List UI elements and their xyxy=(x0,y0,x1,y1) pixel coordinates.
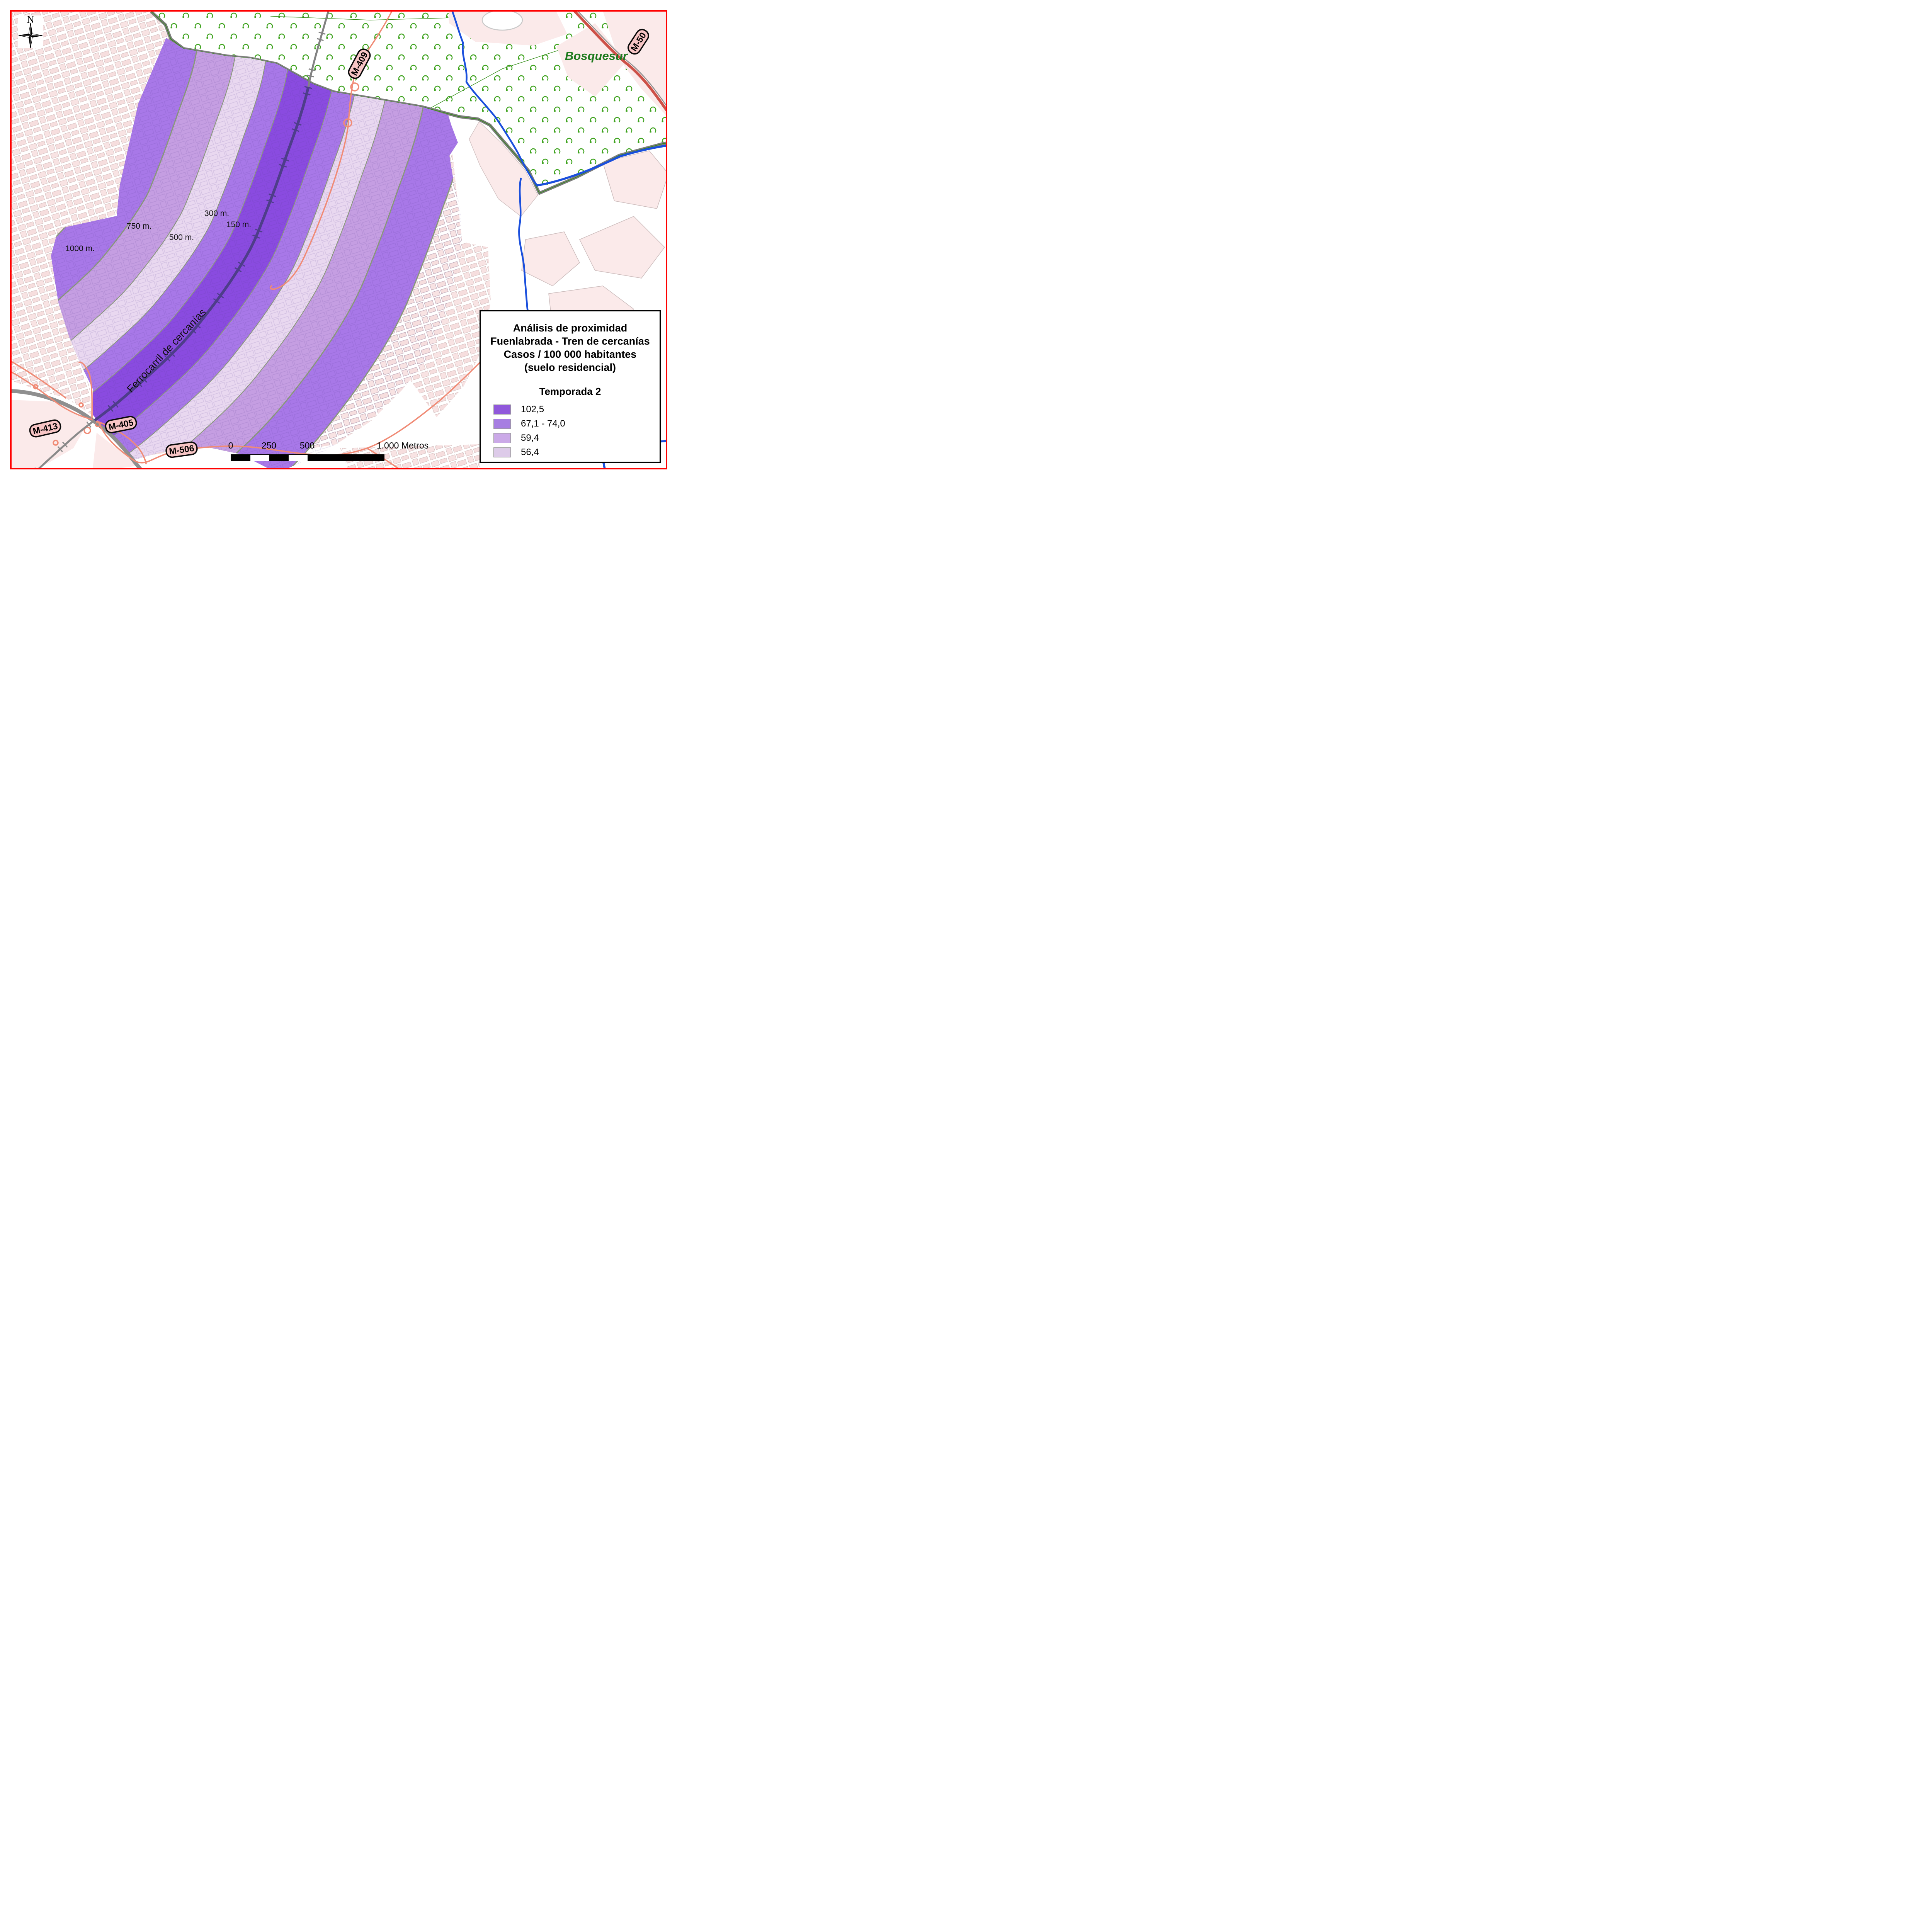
scale-tick-500: 500 xyxy=(299,440,315,450)
north-label: N xyxy=(27,14,34,25)
roundabout xyxy=(350,82,359,92)
distance-labels: 1000 m. 750 m. 500 m. 300 m. 150 m. xyxy=(65,209,251,253)
legend-swatch-102 xyxy=(493,404,511,415)
roundabout xyxy=(78,402,84,408)
north-arrow: N xyxy=(18,14,43,49)
legend-title: Análisis de proximidad Fuenlabrada - Tre… xyxy=(481,321,660,374)
scale-segment xyxy=(269,455,289,461)
roundabout xyxy=(343,118,352,127)
legend-entry-label: 56,4 xyxy=(521,447,539,457)
legend-season-title: Temporada 2 xyxy=(539,386,601,397)
scale-segment xyxy=(231,455,250,461)
label-1000m: 1000 m. xyxy=(65,244,95,253)
badge-m405: M-405 xyxy=(105,416,137,433)
legend-entry-label: 59,4 xyxy=(521,432,539,443)
legend-entry: 59,4 xyxy=(481,431,660,445)
badge-m506: M-506 xyxy=(165,441,198,458)
railway-line xyxy=(34,12,332,468)
legend-title-line: Análisis de proximidad xyxy=(513,322,628,334)
label-300m: 300 m. xyxy=(204,209,229,218)
scale-tick-0: 0 xyxy=(228,440,233,450)
scale-end-label: 1.000 Metros xyxy=(376,440,429,450)
roundabout xyxy=(95,421,101,427)
roundabout xyxy=(33,384,38,389)
m50-road xyxy=(573,12,666,112)
map-frame xyxy=(10,10,667,469)
top-right-urban xyxy=(448,12,666,115)
label-750m: 750 m. xyxy=(127,222,151,231)
legend-entry-label: 102,5 xyxy=(521,404,544,415)
legend-swatch-56 xyxy=(493,447,511,457)
map-svg: 1000 m. 750 m. 500 m. 300 m. 150 m. Ferr… xyxy=(10,10,667,469)
scale-bar-segments xyxy=(231,454,384,461)
label-500m: 500 m. xyxy=(169,233,194,242)
legend-entry-label: 67,1 - 74,0 xyxy=(521,418,565,429)
legend-title-line: (suelo residencial) xyxy=(524,362,616,373)
legend-entry: 102,5 xyxy=(481,402,660,416)
label-150m: 150 m. xyxy=(226,220,251,229)
legend-swatch-59 xyxy=(493,433,511,443)
scale-segment xyxy=(308,455,384,461)
bosquesur-label: Bosquesur xyxy=(565,49,628,63)
road-m405 xyxy=(91,419,147,464)
scale-segment xyxy=(250,455,269,461)
scale-segment xyxy=(288,455,308,461)
legend-swatch-67-74 xyxy=(493,418,511,429)
road-m506 xyxy=(98,359,484,464)
legend-title-line: Fuenlabrada - Tren de cercanías xyxy=(490,335,650,347)
stadium xyxy=(481,12,523,31)
roundabout xyxy=(53,440,59,446)
legend-entries: 102,5 67,1 - 74,0 59,4 56,4 xyxy=(481,402,660,459)
legend-entry: 56,4 xyxy=(481,445,660,459)
legend-box: Análisis de proximidad Fuenlabrada - Tre… xyxy=(480,310,661,463)
map-canvas: 1000 m. 750 m. 500 m. 300 m. 150 m. Ferr… xyxy=(0,0,677,479)
scale-tick-250: 250 xyxy=(261,440,277,450)
road-m413 xyxy=(12,371,93,420)
legend-entry: 67,1 - 74,0 xyxy=(481,416,660,431)
roundabout xyxy=(83,427,91,434)
legend-title-line: Casos / 100 000 habitantes xyxy=(503,348,637,360)
